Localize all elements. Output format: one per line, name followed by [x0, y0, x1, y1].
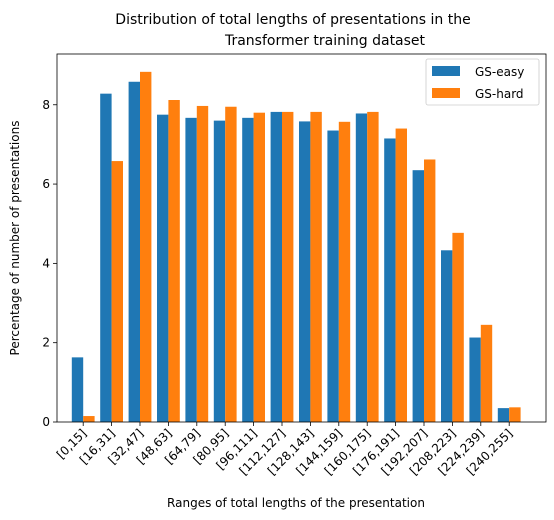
legend-swatch-gs-easy [432, 66, 460, 76]
bar-gs-hard-0 [83, 416, 95, 422]
bar-gs-hard-12 [424, 159, 436, 423]
legend-label-gs-hard: GS-hard [475, 87, 524, 101]
bar-gs-hard-14 [480, 324, 493, 422]
chart-title-line-1: Distribution of total lengths of present… [115, 12, 470, 28]
bar-gs-easy-14 [469, 337, 481, 422]
bar-gs-easy-15 [497, 408, 510, 422]
chart-title-line-2: Transformer training dataset [224, 33, 426, 49]
bar-gs-hard-6 [253, 112, 265, 422]
bar-gs-hard-7 [282, 111, 294, 423]
bar-gs-easy-4 [185, 117, 197, 422]
bar-gs-hard-4 [196, 105, 209, 422]
bar-gs-easy-8 [299, 121, 311, 422]
x-axis-ticks: [0,15][16,31][32,47][48,63][64,79][80,95… [54, 422, 515, 478]
plot-area-frame [56, 53, 547, 423]
legend: GS-easy GS-hard [425, 58, 540, 106]
y-tick-label: 6 [42, 177, 50, 191]
bar-gs-hard-10 [367, 111, 379, 423]
x-axis-title: Ranges of total lengths of the presentat… [167, 496, 425, 510]
bar-gs-hard-15 [509, 407, 521, 422]
y-tick-label: 4 [42, 256, 50, 270]
y-tick-label: 0 [42, 415, 50, 429]
bar-gs-easy-5 [213, 120, 226, 423]
y-tick-label: 2 [42, 336, 50, 350]
bar-gs-easy-12 [412, 170, 424, 422]
bar-gs-hard-3 [168, 100, 180, 422]
bar-gs-easy-1 [100, 93, 112, 422]
bar-gs-easy-11 [384, 138, 396, 422]
bar-gs-easy-3 [157, 114, 169, 423]
bar-gs-easy-7 [270, 111, 282, 423]
legend-label-gs-easy: GS-easy [475, 65, 524, 79]
bar-gs-easy-10 [355, 113, 368, 422]
bar-gs-easy-0 [71, 357, 84, 422]
bar-gs-hard-9 [338, 121, 351, 422]
y-tick-label: 8 [42, 98, 50, 112]
bar-gs-hard-8 [310, 111, 322, 423]
bar-gs-easy-13 [441, 250, 453, 422]
bar-gs-hard-5 [225, 106, 237, 423]
bar-gs-hard-1 [111, 161, 123, 422]
bar-gs-easy-9 [327, 130, 339, 422]
bar-gs-hard-2 [140, 71, 152, 422]
y-axis-title: Percentage of number of presentations [8, 121, 22, 356]
bar-gs-hard-13 [452, 232, 464, 422]
legend-swatch-gs-hard [432, 88, 460, 98]
y-axis-ticks: 0 2 4 6 8 [42, 98, 57, 429]
bars-group [71, 71, 521, 423]
bar-gs-easy-2 [128, 81, 140, 422]
bar-gs-easy-6 [242, 117, 254, 422]
bar-gs-hard-11 [395, 128, 407, 423]
